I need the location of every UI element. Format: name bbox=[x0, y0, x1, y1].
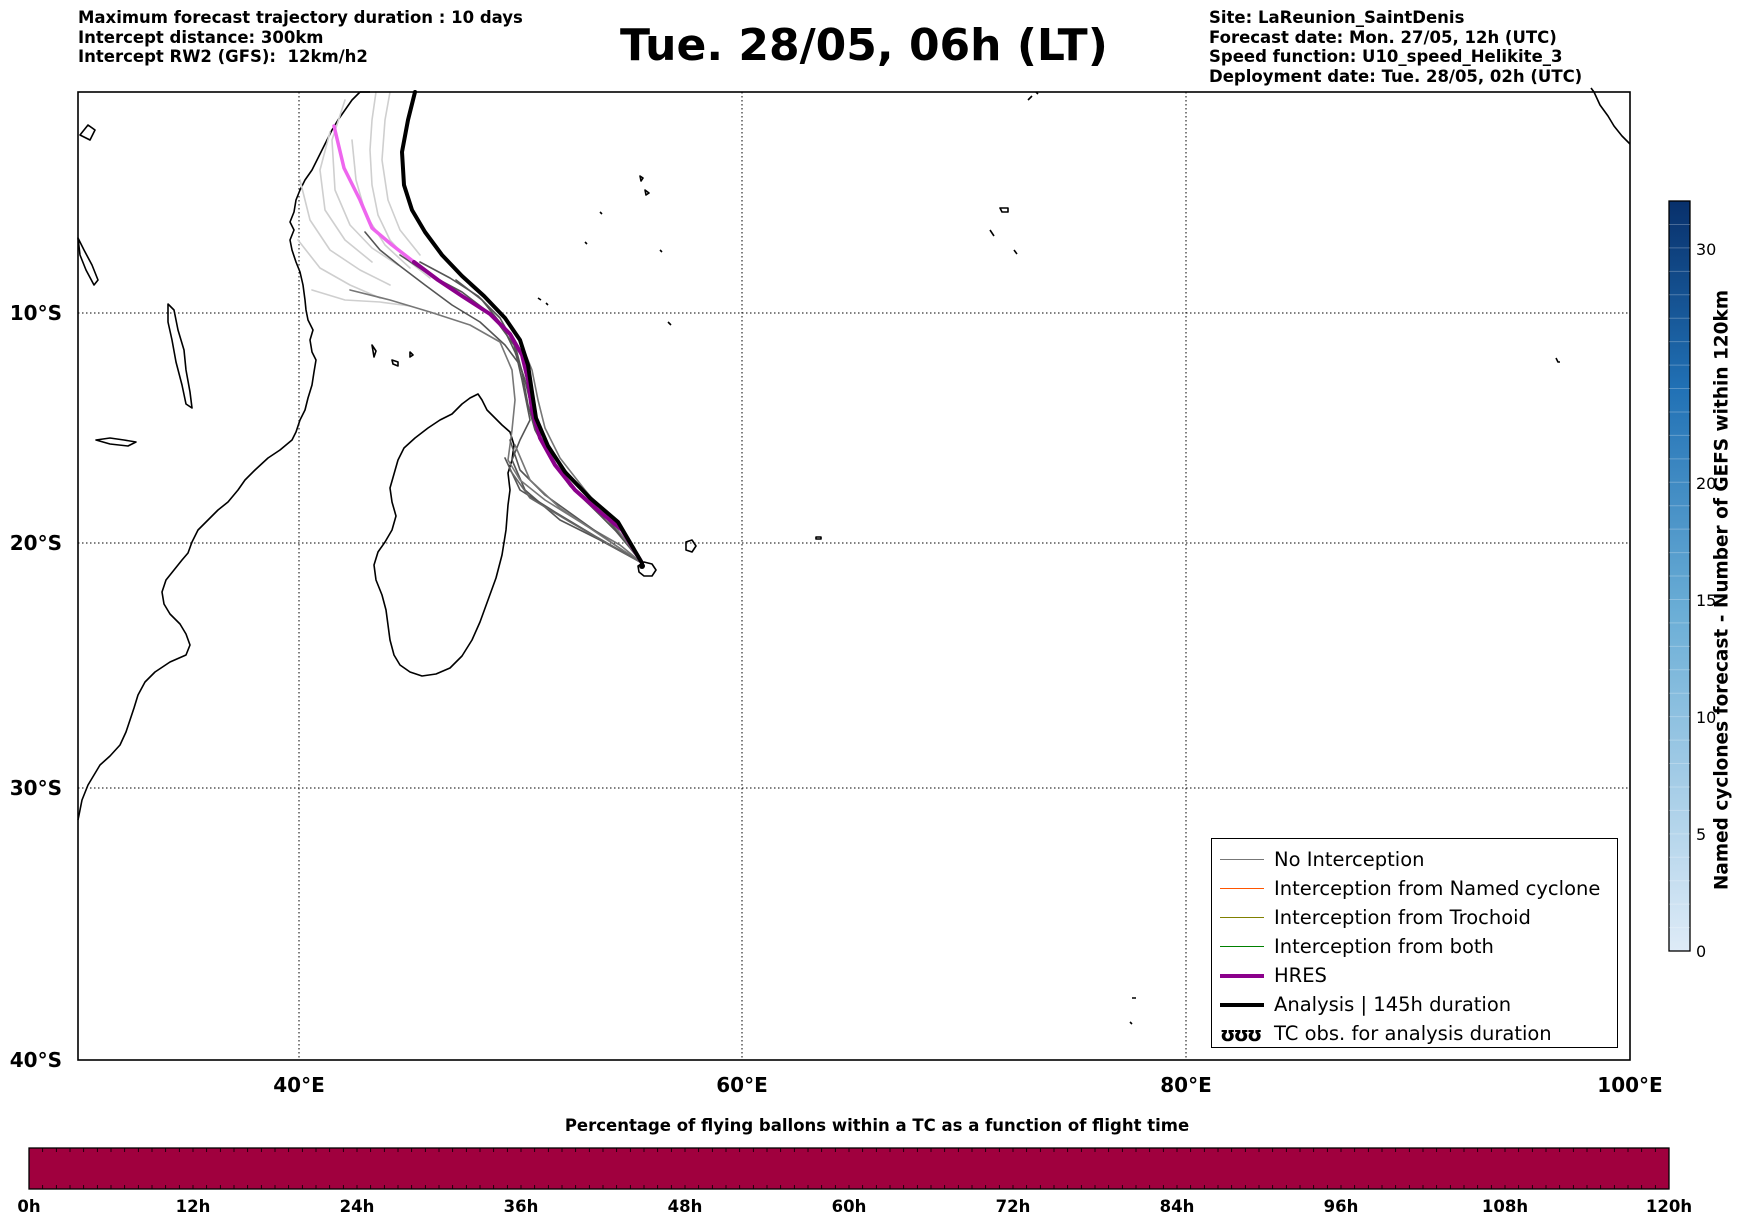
lake-tanganyika bbox=[77, 237, 99, 286]
trajectory-faint-6 bbox=[297, 239, 381, 299]
flight-time-tick-label: 96h bbox=[1324, 1197, 1359, 1216]
legend-label: HRES bbox=[1274, 964, 1327, 987]
lat-tick-label: 30°S bbox=[10, 776, 62, 800]
map-legend: No Interception Interception from Named c… bbox=[1211, 838, 1618, 1048]
header-info-line: Site: LaReunion_SaintDenis bbox=[1209, 8, 1465, 27]
header-info-right: Site: LaReunion_SaintDenis Forecast date:… bbox=[1209, 8, 1582, 86]
legend-line-sample bbox=[1220, 1002, 1264, 1007]
legend-line-sample bbox=[1220, 973, 1264, 978]
legend-label: Interception from Named cyclone bbox=[1274, 877, 1601, 900]
flight-time-bar bbox=[28, 1147, 1670, 1190]
hres-trajectory-early bbox=[332, 124, 416, 264]
trajectory-faint-5 bbox=[299, 179, 391, 286]
header-info-line: Maximum forecast trajectory duration : 1… bbox=[78, 8, 523, 27]
colorbar-tick-label: 0 bbox=[1696, 942, 1706, 961]
flight-time-tick-label: 84h bbox=[1160, 1197, 1195, 1216]
map-gridlines bbox=[78, 92, 1630, 1060]
coastlines bbox=[77, 87, 1631, 1025]
legend-label: No Interception bbox=[1274, 848, 1425, 871]
legend-item: ʊʊʊ TC obs. for analysis duration bbox=[1212, 1019, 1617, 1048]
legend-line-sample bbox=[1220, 888, 1264, 889]
trajectory-faint-4 bbox=[319, 131, 373, 263]
colorbar-tick-label: 15 bbox=[1696, 591, 1716, 610]
colorbar-tick-label: 30 bbox=[1696, 240, 1716, 259]
lat-tick-label: 10°S bbox=[10, 301, 62, 325]
flight-time-tick-label: 0h bbox=[17, 1197, 40, 1216]
lon-tick-label: 100°E bbox=[1597, 1073, 1662, 1097]
flight-time-tick-label: 108h bbox=[1482, 1197, 1528, 1216]
comoros-islands bbox=[371, 344, 414, 367]
colorbar-tick-label: 10 bbox=[1696, 708, 1716, 727]
reunion-island bbox=[637, 561, 657, 577]
tc-obs-icon: ʊʊʊ bbox=[1220, 1021, 1262, 1046]
flight-time-tick-label: 24h bbox=[340, 1197, 375, 1216]
header-info-line: Intercept distance: 300km bbox=[78, 27, 324, 47]
lat-tick-label: 20°S bbox=[10, 531, 62, 555]
flight-time-tick-label: 120h bbox=[1646, 1197, 1692, 1216]
legend-line-sample bbox=[1220, 917, 1264, 918]
colorbar-ticks: 0 5 10 15 20 30 bbox=[1696, 240, 1716, 961]
flight-time-tick-labels: 0h 12h 24h 36h 48h 60h 72h 84h 96h 108h 120h bbox=[17, 1197, 1692, 1216]
colorbar-tick-label: 20 bbox=[1696, 474, 1716, 493]
flight-time-minor-ticks bbox=[42, 1148, 1656, 1189]
rodrigues-island bbox=[815, 536, 822, 540]
colorbar-segments bbox=[1669, 223, 1690, 929]
analysis-trajectory bbox=[400, 90, 644, 565]
legend-label: Analysis | 145h duration bbox=[1274, 993, 1512, 1016]
lon-tick-label: 80°E bbox=[1160, 1073, 1212, 1097]
legend-item: Interception from both bbox=[1212, 932, 1617, 961]
legend-line-sample bbox=[1220, 859, 1264, 860]
chagos-islands bbox=[989, 91, 1039, 255]
trajectory-faint-7 bbox=[311, 289, 411, 307]
africa-coastline bbox=[77, 91, 361, 821]
lon-tick-label: 60°E bbox=[716, 1073, 768, 1097]
header-info-line: Deployment date: Tue. 28/05, 02h (UTC) bbox=[1209, 66, 1583, 86]
header-info-left: Maximum forecast trajectory duration : 1… bbox=[78, 8, 523, 67]
trajectory-grey-5 bbox=[399, 254, 643, 564]
trajectory-grey-8 bbox=[514, 444, 643, 564]
legend-line-sample bbox=[1220, 946, 1264, 947]
legend-item: Analysis | 145h duration bbox=[1212, 990, 1617, 1019]
legend-item: No Interception bbox=[1212, 845, 1617, 874]
flight-time-bar-title: Percentage of flying ballons within a TC… bbox=[564, 1116, 1190, 1135]
page-title: Tue. 28/05, 06h (LT) bbox=[620, 20, 1108, 71]
legend-label: Interception from both bbox=[1274, 935, 1494, 958]
legend-item: HRES bbox=[1212, 961, 1617, 990]
legend-label: TC obs. for analysis duration bbox=[1274, 1022, 1552, 1045]
header-info-line: Speed function: U10_speed_Helikite_3 bbox=[1209, 47, 1563, 66]
flight-time-tick-label: 60h bbox=[832, 1197, 867, 1216]
map-frame bbox=[77, 91, 1631, 1061]
flight-time-tick-label: 12h bbox=[176, 1197, 211, 1216]
lake-kariba bbox=[95, 437, 137, 447]
seychelles-islands bbox=[537, 175, 672, 326]
header-info-line: Forecast date: Mon. 27/05, 12h (UTC) bbox=[1209, 27, 1557, 47]
legend-item: Interception from Named cyclone bbox=[1212, 874, 1617, 903]
map-axis-labels: 40°E 60°E 80°E 100°E 10°S 20°S 30°S 40°S bbox=[10, 301, 1663, 1097]
lake-victoria bbox=[79, 124, 96, 141]
flight-time-tick-label: 36h bbox=[504, 1197, 539, 1216]
flight-time-tick-label: 72h bbox=[996, 1197, 1031, 1216]
lon-tick-label: 40°E bbox=[273, 1073, 325, 1097]
madagascar-coastline bbox=[373, 393, 515, 677]
cyclone-colorbar bbox=[1668, 200, 1691, 952]
trajectory-faint-2 bbox=[381, 91, 421, 256]
lake-malawi bbox=[167, 303, 193, 409]
header-info-line: Intercept RW2 (GFS): 12km/h2 bbox=[78, 47, 368, 66]
cocos-islands bbox=[1129, 357, 1560, 1025]
trajectory-grey-10 bbox=[509, 469, 643, 564]
colorbar-tick-label: 5 bbox=[1696, 825, 1706, 844]
flight-time-tick-label: 48h bbox=[668, 1197, 703, 1216]
legend-label: Interception from Trochoid bbox=[1274, 906, 1531, 929]
launch-site-marker bbox=[639, 563, 645, 569]
colorbar-label: Named cyclones forecast - Number of GEFS… bbox=[1711, 289, 1733, 891]
legend-item: Interception from Trochoid bbox=[1212, 903, 1617, 932]
ensemble-trajectories bbox=[297, 90, 644, 565]
hres-trajectory bbox=[412, 260, 644, 565]
mauritius-island bbox=[685, 539, 697, 553]
lat-tick-label: 40°S bbox=[10, 1048, 62, 1072]
